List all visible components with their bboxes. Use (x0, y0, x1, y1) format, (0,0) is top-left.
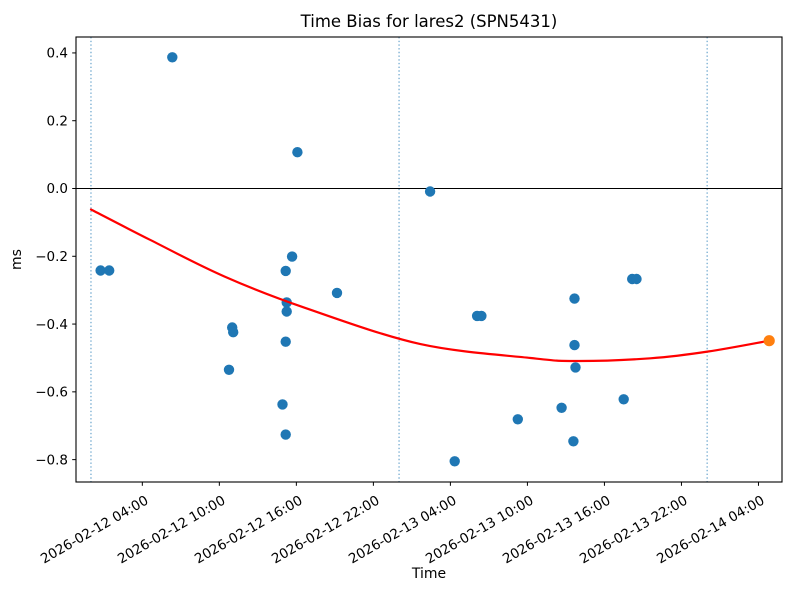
y-tick-label: −0.8 (35, 452, 68, 468)
observation-point (95, 265, 106, 276)
observation-point (570, 362, 581, 373)
observation-point (631, 273, 642, 285)
observation-point (280, 265, 291, 277)
observation-point (556, 402, 567, 413)
fit-curve (89, 208, 771, 363)
observation-point (280, 429, 291, 440)
observation-point (618, 394, 629, 405)
y-tick-label: 0.0 (47, 181, 68, 197)
observation-point (228, 327, 239, 338)
y-tick-label: 0.2 (47, 113, 68, 129)
fit-endpoint-marker (763, 335, 775, 347)
y-tick-label: −0.2 (35, 249, 68, 265)
observation-point (331, 287, 343, 299)
chart-title: Time Bias for lares2 (SPN5431) (300, 12, 558, 31)
observation-point (277, 399, 288, 410)
observation-point (286, 251, 298, 262)
observation-point (512, 414, 523, 425)
observation-point (568, 436, 579, 447)
observation-point (569, 339, 580, 351)
observation-point (223, 364, 235, 375)
observation-point (280, 336, 291, 347)
axes-spines (75, 36, 783, 483)
observation-point (476, 310, 487, 322)
observation-point (424, 186, 436, 197)
y-tick-label: −0.6 (35, 385, 68, 401)
y-tick-label: −0.4 (35, 317, 68, 333)
observation-point (449, 456, 460, 467)
observation-point (167, 52, 178, 63)
observation-point (104, 265, 115, 276)
observation-point (292, 147, 303, 158)
observation-point (569, 293, 580, 304)
x-axis-label: Time (411, 566, 446, 582)
y-tick-label: 0.4 (47, 46, 68, 62)
observation-point (281, 306, 292, 317)
y-axis-label: ms (9, 249, 25, 270)
